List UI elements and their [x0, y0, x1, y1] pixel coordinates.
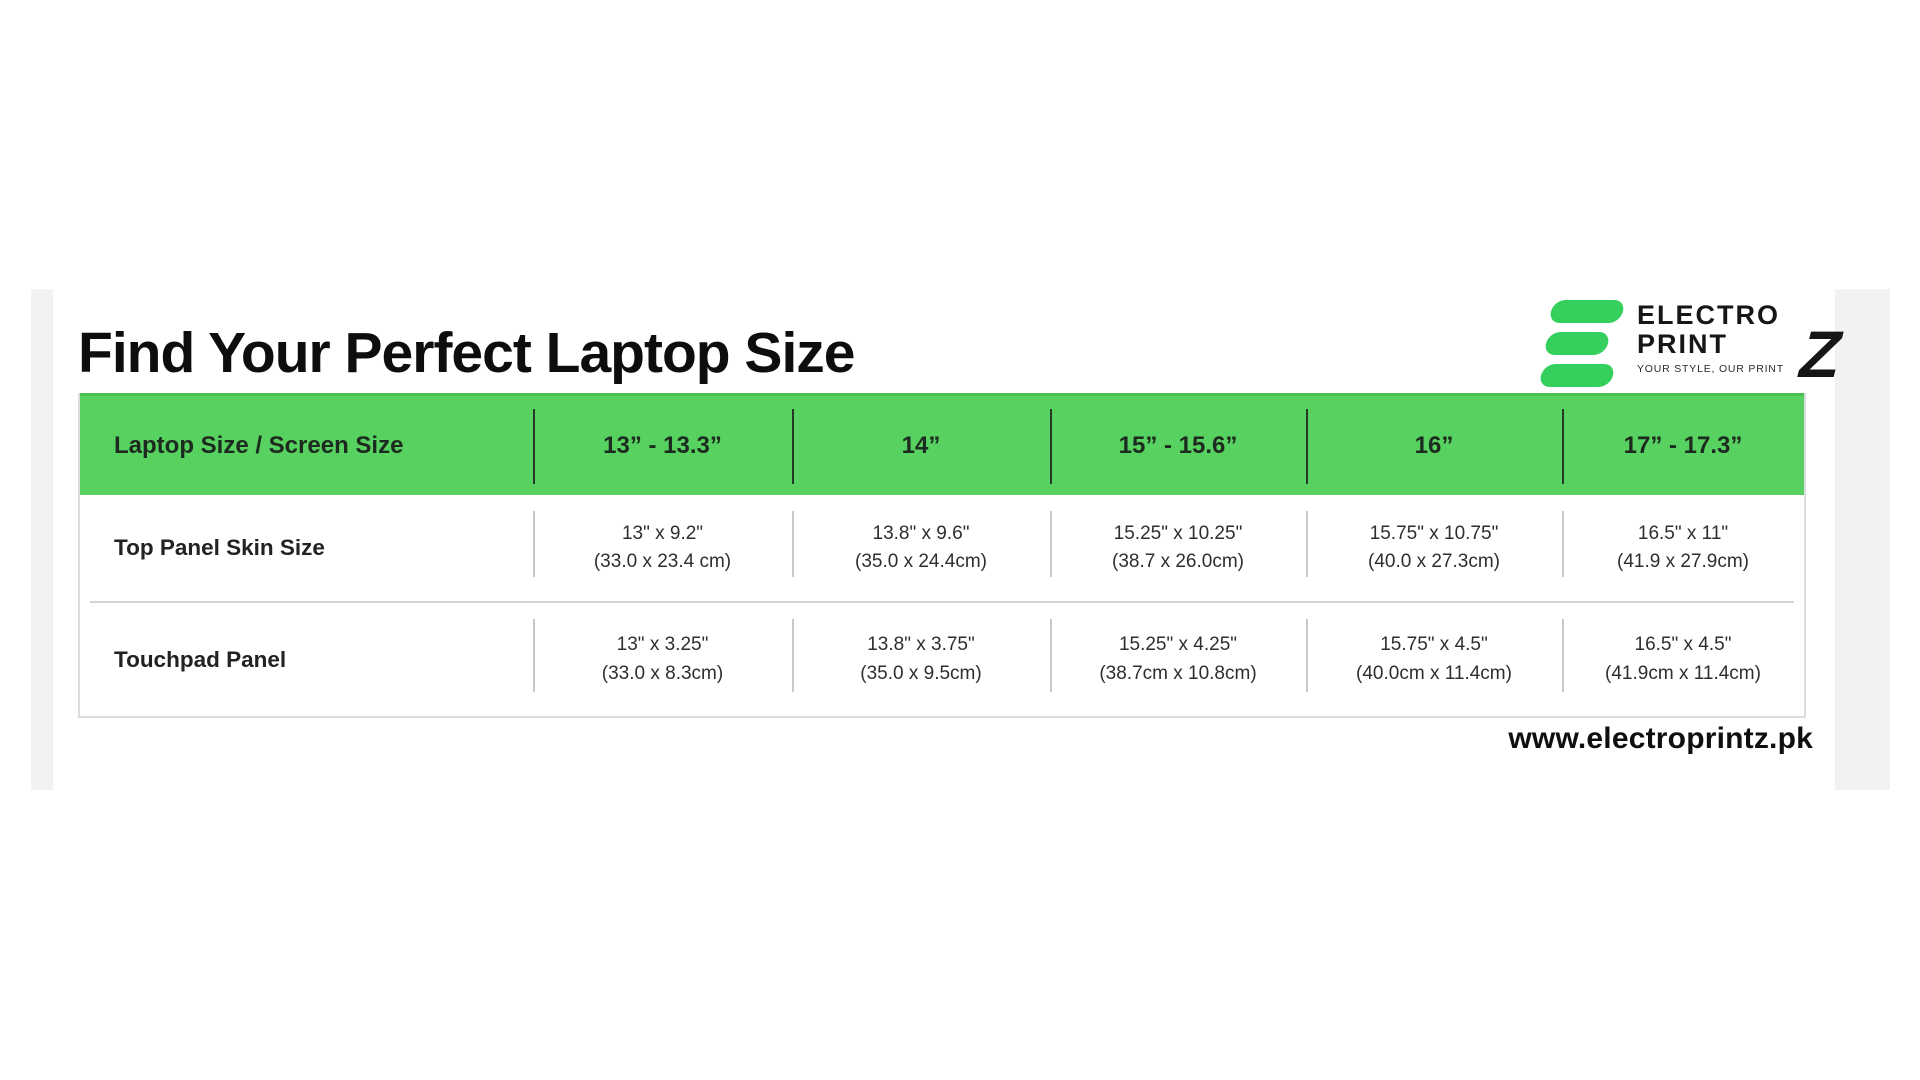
website-url: www.electroprintz.pk	[1508, 722, 1813, 755]
cell-touchpad-17in: 16.5" x 4.5" (41.9cm x 11.4cm)	[1562, 603, 1804, 716]
table-row-top-panel: Top Panel Skin Size 13" x 9.2" (33.0 x 2…	[80, 495, 1804, 601]
page-title: Find Your Perfect Laptop Size	[78, 321, 855, 385]
header-cell-15in: 15” - 15.6”	[1050, 396, 1306, 495]
cell-touchpad-13in: 13" x 3.25" (33.0 x 8.3cm)	[533, 603, 792, 716]
size-inches: 15.25" x 10.25"	[1113, 522, 1243, 544]
row-label-touchpad: Touchpad Panel	[114, 646, 287, 672]
size-inches: 15.25" x 4.25"	[1118, 634, 1238, 655]
size-inches: 16.5" x 11"	[1637, 522, 1729, 544]
logo-bar-middle	[1543, 332, 1611, 355]
cell-top-panel-14in: 13.8" x 9.6" (35.0 x 24.4cm)	[792, 495, 1050, 601]
cell-touchpad-15in: 15.25" x 4.25" (38.7cm x 10.8cm)	[1050, 603, 1306, 716]
size-cm: (35.0 x 24.4cm)	[855, 551, 987, 572]
size-cm: (40.0cm x 11.4cm)	[1356, 662, 1512, 684]
size-inches: 16.5" x 4.5"	[1634, 634, 1732, 655]
size-cm: (38.7 x 26.0cm)	[1112, 551, 1244, 572]
size-cm: (41.9 x 27.9cm)	[1617, 551, 1749, 572]
logo-bar-bottom	[1538, 364, 1616, 387]
header-cell-13in: 13” - 13.3”	[533, 396, 792, 495]
logo-word-print: PRINT	[1637, 329, 1728, 360]
size-inches: 15.75" x 10.75"	[1369, 522, 1499, 544]
row-separator	[90, 601, 1794, 603]
row-label-top-panel: Top Panel Skin Size	[114, 535, 325, 561]
size-cm: (40.0 x 27.3cm)	[1368, 551, 1500, 572]
size-inches: 15.75" x 4.5"	[1380, 634, 1488, 655]
logo-word-electro: ELECTRO	[1637, 300, 1781, 330]
size-inches: 13.8" x 3.75"	[867, 634, 975, 655]
logo-bars-icon	[1538, 299, 1627, 389]
size-cm: (35.0 x 9.5cm)	[860, 662, 982, 684]
header-cell-laptop-size: Laptop Size / Screen Size	[114, 431, 404, 459]
table-row-touchpad: Touchpad Panel 13" x 3.25" (33.0 x 8.3cm…	[80, 603, 1804, 716]
header-cell-17in: 17” - 17.3”	[1562, 396, 1804, 495]
size-inches: 13" x 3.25"	[616, 634, 709, 655]
size-cm: (38.7cm x 10.8cm)	[1099, 662, 1257, 684]
right-canvas-strip	[1835, 289, 1890, 790]
size-cm: (33.0 x 23.4 cm)	[593, 551, 732, 572]
cell-touchpad-16in: 15.75" x 4.5" (40.0cm x 11.4cm)	[1306, 603, 1562, 716]
cell-top-panel-15in: 15.25" x 10.25" (38.7 x 26.0cm)	[1050, 495, 1306, 601]
size-inches: 13.8" x 9.6"	[872, 522, 970, 544]
cell-top-panel-17in: 16.5" x 11" (41.9 x 27.9cm)	[1562, 495, 1804, 601]
electroprintz-logo: ELECTRO PRINT Z YOUR STYLE, OUR PRINT	[1538, 299, 1850, 391]
header-cell-16in: 16”	[1306, 396, 1562, 495]
header-cell-14in: 14”	[792, 396, 1050, 495]
logo-text: ELECTRO PRINT Z YOUR STYLE, OUR PRINT	[1637, 299, 1850, 391]
cell-touchpad-14in: 13.8" x 3.75" (35.0 x 9.5cm)	[792, 603, 1050, 716]
size-inches: 13" x 9.2"	[621, 522, 704, 544]
size-cm: (41.9cm x 11.4cm)	[1605, 662, 1761, 684]
laptop-size-table: Laptop Size / Screen Size 13” - 13.3” 14…	[78, 393, 1806, 718]
size-cm: (33.0 x 8.3cm)	[601, 662, 724, 684]
table-header-row: Laptop Size / Screen Size 13” - 13.3” 14…	[80, 393, 1804, 495]
left-canvas-strip	[31, 289, 53, 790]
cell-top-panel-13in: 13" x 9.2" (33.0 x 23.4 cm)	[533, 495, 792, 601]
logo-tagline: YOUR STYLE, OUR PRINT	[1637, 363, 1784, 376]
logo-bar-top	[1548, 300, 1626, 323]
cell-top-panel-16in: 15.75" x 10.75" (40.0 x 27.3cm)	[1306, 495, 1562, 601]
